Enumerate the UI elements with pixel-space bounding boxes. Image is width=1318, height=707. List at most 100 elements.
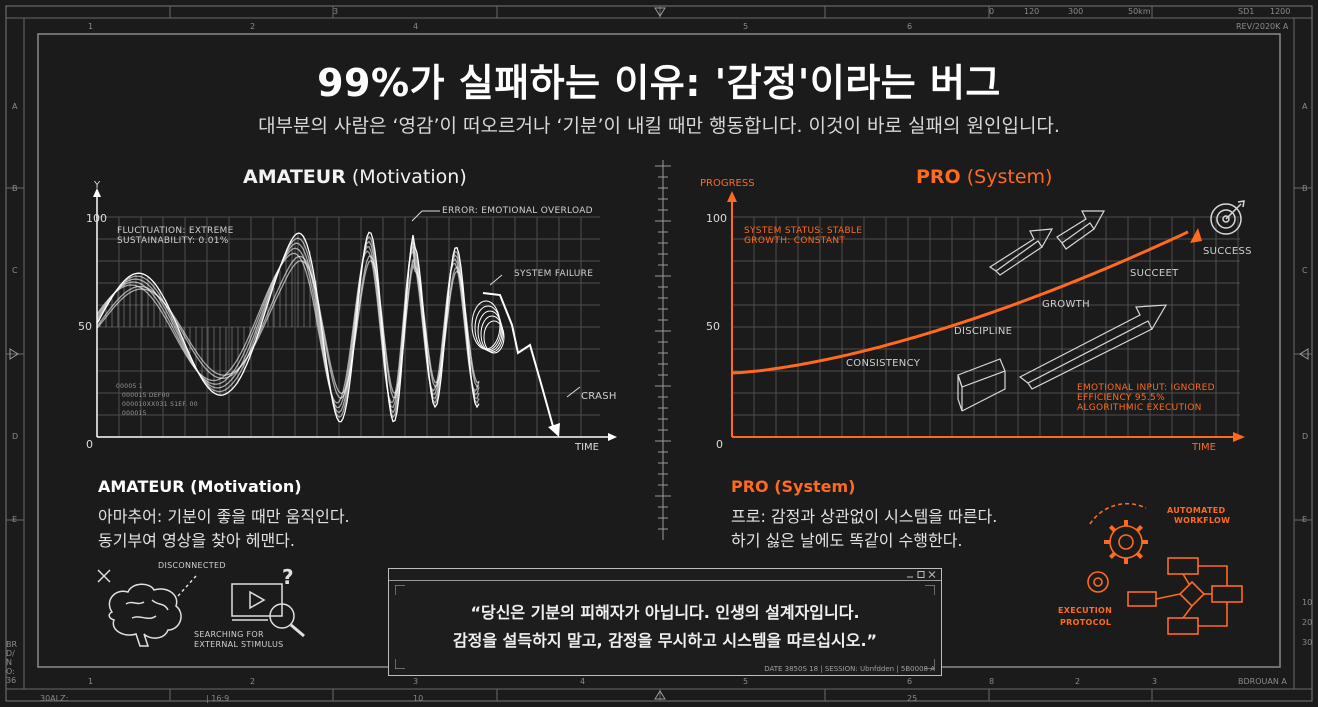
crash-note: CRASH [581,391,617,402]
pro-chart-title: PRO (System) [916,166,1053,188]
revision-label: REV/2020K A [1236,22,1289,31]
ruler-label: 0 [989,7,995,16]
row-letter: D [1302,432,1309,441]
system-status: SYSTEM STATUS: STABLE [744,226,863,236]
failure-note: SYSTEM FAILURE [514,269,594,279]
execution-label: EXECUTION [1058,606,1113,615]
row-letter: A [12,102,18,111]
brain-icon [108,583,182,647]
ratio-label: | 16:9 [206,694,230,703]
ruler-label: 5 [743,677,749,686]
row-letter: D [12,432,19,441]
ruler-label: 120 [1024,7,1040,16]
amateur-chart-title: AMATEUR (Motivation) [243,166,467,188]
curve-label: DISCIPLINE [954,326,1013,337]
row-letter: E [1302,515,1308,524]
workflow-diagram [1087,502,1243,635]
y-axis-label: PROGRESS [700,178,755,189]
code-text: 000015 DEF00 [122,392,170,399]
row-letter: B [12,184,18,193]
video-play-icon [231,583,283,621]
ruler-label: 10 [413,694,424,703]
window-title-bar [389,569,941,581]
growth-status: GROWTH: CONSTANT [744,236,846,246]
y-tick-label: 0 [86,438,93,451]
ruler-label: 300 [1068,7,1084,16]
ruler-label: 1 [88,22,94,31]
sheet-label: 30ALZ: [40,694,69,703]
pro-line: 하기 싫은 날에도 똑같이 수행한다. [731,531,963,550]
pro-line: 프로: 감정과 상관없이 시스템을 따른다. [731,507,998,526]
y-tick-label: 50 [706,320,720,333]
gear-icon [1104,520,1148,564]
amateur-chart [93,188,617,441]
ruler-label: 1200 [1270,7,1291,16]
side-code: 10 [1302,598,1313,607]
row-letter: B [1302,184,1308,193]
ruler-label: 4 [413,22,419,31]
code-text: 00005 1 [116,383,143,390]
automated-label: AUTOMATED [1167,506,1226,515]
ruler-label: 2 [250,22,256,31]
ruler-label: 2 [1075,677,1081,686]
side-code: 30 [1302,638,1313,647]
side-code: BRD/NO: 36 [6,640,18,685]
ruler-label: 3 [333,7,339,16]
quote-line: “당신은 기분의 피해자가 아닙니다. 인생의 설계자입니다. [470,603,860,622]
svg-text:?: ? [282,565,294,589]
page-subtitle: 대부분의 사람은 ‘영감’이 떠오르거나 ‘기분’이 내킬 때만 행동합니다. … [258,115,1060,137]
error-note: ERROR: EMOTIONAL OVERLOAD [442,206,593,216]
x-axis-label: TIME [575,442,600,453]
amateur-line: 아마추어: 기분이 좋을 때만 움직인다. [98,507,350,526]
target-icon [1210,200,1245,235]
ruler-label: 5 [743,22,749,31]
cross-icon [97,569,111,583]
pro-chart [727,191,1245,442]
y-tick-label: 50 [78,320,92,333]
y-tick-label: 100 [706,212,727,225]
maximize-icon [917,571,925,578]
ruler-label: 25 [907,694,918,703]
row-letter: C [1302,266,1308,275]
amateur-icons: ? [97,565,305,647]
row-letter: E [12,515,18,524]
ruler-label: SD1 [1238,7,1255,16]
curve-label: SUCCEET [1130,268,1179,279]
ruler-label: 1 [88,677,94,686]
magnifier-icon [269,603,305,638]
row-letter: A [1302,102,1308,111]
quote-footer: DATE 3850S 18 | SESSION: Ubnfdden | 5B00… [764,665,935,673]
execution-note: ALGORITHMIC EXECUTION [1077,403,1202,413]
amateur-line: 동기부여 영상을 찾아 헤맨다. [98,531,295,550]
amateur-heading: AMATEUR (Motivation) [98,477,302,496]
ruler-label: 50km [1128,7,1151,16]
stimulus-label: EXTERNAL STIMULUS [194,640,284,649]
workflow-label: WORKFLOW [1174,516,1231,525]
quote-window: “당신은 기분의 피해자가 아닙니다. 인생의 설계자입니다. 감정을 설득하지… [388,568,942,676]
efficiency-note: EFFICIENCY 95.5% [1077,393,1165,403]
window-controls [907,571,936,578]
quote-line: 감정을 설득하지 말고, 감정을 무시하고 시스템을 따르십시오.” [452,631,878,650]
sustainability-stat: SUSTAINABILITY: 0.01% [117,236,229,246]
disconnected-label: DISCONNECTED [158,561,226,570]
side-code: 20 [1302,618,1313,627]
pro-heading: PRO (System) [731,477,856,496]
ruler-label: 4 [580,677,586,686]
ruler-label: 8 [989,677,995,686]
ruler-label: 6 [907,22,913,31]
x-axis-label: TIME [1192,442,1217,453]
fluctuation-stat: FLUCTUATION: EXTREME [117,226,234,236]
ruler-label: 6 [907,677,913,686]
y-tick-label: 100 [86,212,107,225]
emotional-input-note: EMOTIONAL INPUT: IGNORED [1077,383,1215,393]
y-tick-label: 0 [716,438,723,451]
protocol-label: PROTOCOL [1060,618,1112,627]
code-text: 000015 [122,410,147,417]
curve-label: CONSISTENCY [846,358,921,369]
page-title: 99%가 실패하는 이유: '감정'이라는 버그 [317,61,1001,105]
y-axis-label: Y [94,180,101,191]
small-gear-icon [1087,571,1109,593]
row-letter: C [12,266,18,275]
curve-label: GROWTH [1042,299,1090,310]
